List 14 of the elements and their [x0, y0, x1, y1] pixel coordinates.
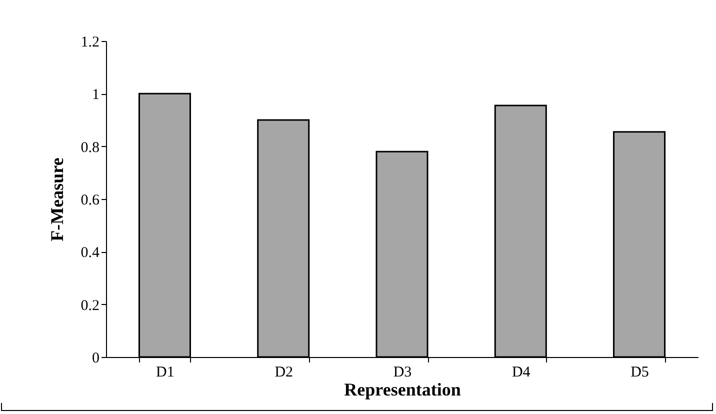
y-tick-label: 1.2	[80, 34, 100, 50]
x-tick-label: D3	[393, 364, 412, 380]
x-tick-label: D2	[274, 364, 294, 380]
y-axis-title: F-Measure	[46, 158, 67, 242]
x-tick-label: D5	[630, 364, 649, 380]
x-tick-label: D4	[512, 364, 531, 380]
x-tick-label: D1	[156, 364, 174, 380]
y-tick-label: 0.2	[80, 298, 100, 314]
y-tick-label: 0.8	[80, 140, 100, 156]
y-tick-label: 0.4	[80, 245, 100, 262]
x-axis-title: Representation	[344, 380, 461, 400]
y-tick-label: 0	[92, 350, 100, 366]
y-tick-label: 0.6	[80, 192, 100, 208]
y-tick-label: 1	[92, 87, 100, 104]
